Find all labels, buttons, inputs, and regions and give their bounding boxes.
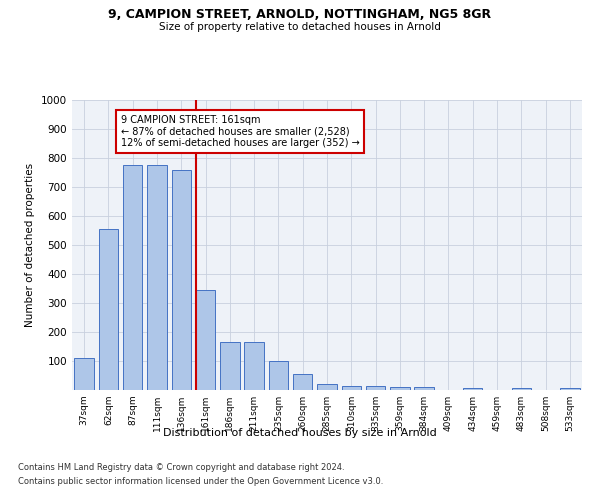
Bar [147, 166, 167, 390]
Text: 9, CAMPION STREET, ARNOLD, NOTTINGHAM, NG5 8GR: 9, CAMPION STREET, ARNOLD, NOTTINGHAM, N… [109, 8, 491, 20]
Text: Contains public sector information licensed under the Open Government Licence v3: Contains public sector information licen… [18, 477, 383, 486]
Bar [269, 361, 288, 390]
Bar [220, 342, 239, 390]
Bar [123, 166, 142, 390]
Text: 9 CAMPION STREET: 161sqm
← 87% of detached houses are smaller (2,528)
12% of sem: 9 CAMPION STREET: 161sqm ← 87% of detach… [121, 114, 359, 148]
Bar [293, 374, 313, 390]
Bar [512, 388, 531, 390]
Bar [463, 388, 482, 390]
Bar [196, 290, 215, 390]
Text: Distribution of detached houses by size in Arnold: Distribution of detached houses by size … [163, 428, 437, 438]
Bar [99, 229, 118, 390]
Bar [317, 384, 337, 390]
Bar [341, 386, 361, 390]
Text: Contains HM Land Registry data © Crown copyright and database right 2024.: Contains HM Land Registry data © Crown c… [18, 464, 344, 472]
Bar [390, 386, 410, 390]
Y-axis label: Number of detached properties: Number of detached properties [25, 163, 35, 327]
Text: Size of property relative to detached houses in Arnold: Size of property relative to detached ho… [159, 22, 441, 32]
Bar [560, 388, 580, 390]
Bar [244, 342, 264, 390]
Bar [415, 387, 434, 390]
Bar [74, 358, 94, 390]
Bar [172, 170, 191, 390]
Bar [366, 386, 385, 390]
